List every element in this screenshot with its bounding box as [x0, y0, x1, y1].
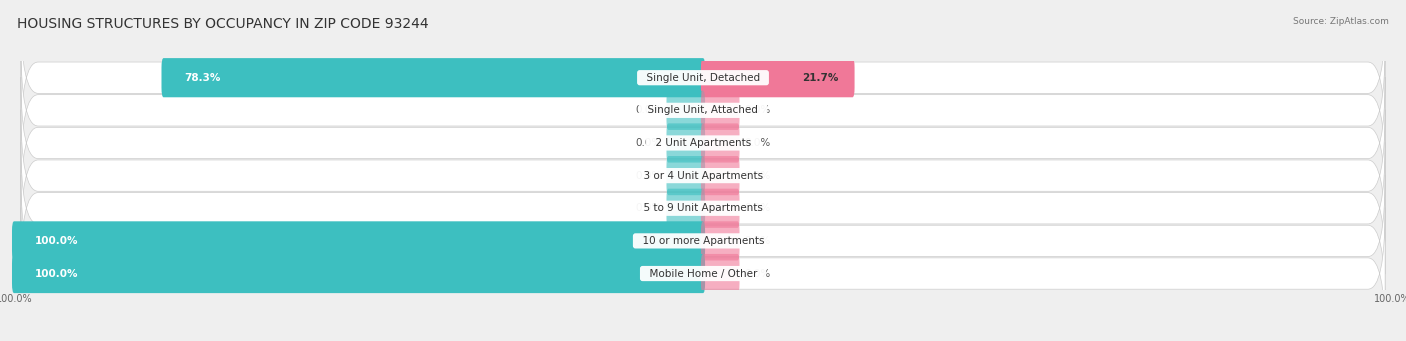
Text: 100.0%: 100.0% [35, 236, 79, 246]
Text: 21.7%: 21.7% [803, 73, 839, 83]
FancyBboxPatch shape [702, 254, 740, 293]
FancyBboxPatch shape [666, 156, 704, 195]
FancyBboxPatch shape [21, 208, 1385, 339]
Text: Single Unit, Detached: Single Unit, Detached [640, 73, 766, 83]
Text: 0.0%: 0.0% [744, 203, 770, 213]
FancyBboxPatch shape [13, 254, 704, 293]
Text: 0.0%: 0.0% [744, 236, 770, 246]
Text: 10 or more Apartments: 10 or more Apartments [636, 236, 770, 246]
Text: 0.0%: 0.0% [744, 105, 770, 115]
FancyBboxPatch shape [666, 91, 704, 130]
Text: 0.0%: 0.0% [636, 105, 662, 115]
FancyBboxPatch shape [702, 58, 855, 97]
Text: 0.0%: 0.0% [744, 268, 770, 279]
Text: 2 Unit Apartments: 2 Unit Apartments [648, 138, 758, 148]
FancyBboxPatch shape [13, 221, 704, 261]
Text: 0.0%: 0.0% [744, 170, 770, 181]
FancyBboxPatch shape [702, 189, 740, 228]
FancyBboxPatch shape [702, 91, 740, 130]
Text: 3 or 4 Unit Apartments: 3 or 4 Unit Apartments [637, 170, 769, 181]
FancyBboxPatch shape [21, 110, 1385, 241]
Text: 0.0%: 0.0% [636, 203, 662, 213]
Text: Single Unit, Attached: Single Unit, Attached [641, 105, 765, 115]
Text: Mobile Home / Other: Mobile Home / Other [643, 268, 763, 279]
FancyBboxPatch shape [702, 123, 740, 163]
Text: HOUSING STRUCTURES BY OCCUPANCY IN ZIP CODE 93244: HOUSING STRUCTURES BY OCCUPANCY IN ZIP C… [17, 17, 429, 31]
FancyBboxPatch shape [21, 12, 1385, 144]
Text: 78.3%: 78.3% [184, 73, 221, 83]
Text: 0.0%: 0.0% [636, 170, 662, 181]
Text: 0.0%: 0.0% [636, 138, 662, 148]
FancyBboxPatch shape [702, 221, 740, 261]
Legend: Owner-occupied, Renter-occupied: Owner-occupied, Renter-occupied [588, 339, 818, 341]
FancyBboxPatch shape [666, 189, 704, 228]
FancyBboxPatch shape [702, 156, 740, 195]
FancyBboxPatch shape [162, 58, 704, 97]
Text: 5 to 9 Unit Apartments: 5 to 9 Unit Apartments [637, 203, 769, 213]
FancyBboxPatch shape [21, 77, 1385, 209]
FancyBboxPatch shape [21, 44, 1385, 176]
Text: Source: ZipAtlas.com: Source: ZipAtlas.com [1294, 17, 1389, 26]
FancyBboxPatch shape [21, 142, 1385, 274]
FancyBboxPatch shape [21, 175, 1385, 307]
FancyBboxPatch shape [666, 123, 704, 163]
Text: 0.0%: 0.0% [744, 138, 770, 148]
Text: 100.0%: 100.0% [35, 268, 79, 279]
